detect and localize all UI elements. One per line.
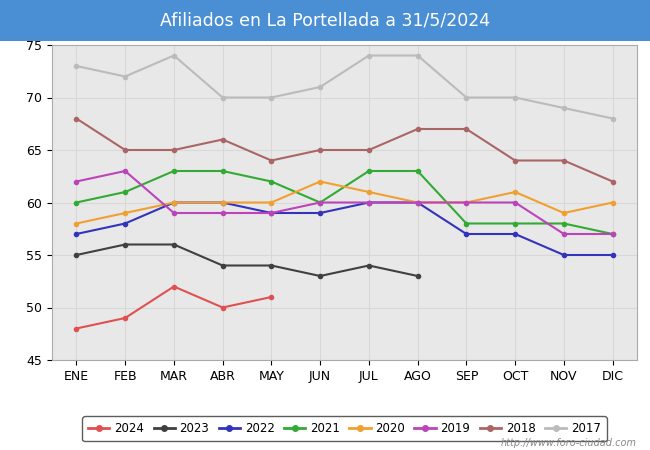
2020 (170, 200, 178, 205)
2020 (218, 200, 227, 205)
2018 (218, 137, 227, 142)
2019 (608, 231, 616, 237)
2017 (218, 95, 227, 100)
Line: 2017: 2017 (74, 54, 615, 121)
2018 (463, 126, 471, 132)
2020 (560, 210, 568, 216)
2023 (316, 273, 324, 279)
2021 (218, 168, 227, 174)
Line: 2023: 2023 (74, 243, 420, 278)
2021 (560, 221, 568, 226)
2017 (268, 95, 276, 100)
2023 (170, 242, 178, 247)
2019 (72, 179, 81, 184)
2021 (608, 231, 616, 237)
2022 (608, 252, 616, 258)
2018 (170, 147, 178, 153)
2022 (121, 221, 129, 226)
2022 (463, 231, 471, 237)
2017 (608, 116, 616, 121)
2024 (170, 284, 178, 289)
2021 (72, 200, 81, 205)
2018 (365, 147, 373, 153)
2022 (218, 200, 227, 205)
2018 (413, 126, 421, 132)
2017 (463, 95, 471, 100)
2017 (170, 53, 178, 58)
2018 (608, 179, 616, 184)
2022 (72, 231, 81, 237)
2021 (170, 168, 178, 174)
2020 (316, 179, 324, 184)
Text: Afiliados en La Portellada a 31/5/2024: Afiliados en La Portellada a 31/5/2024 (160, 11, 490, 29)
2021 (511, 221, 519, 226)
2020 (511, 189, 519, 195)
Line: 2024: 2024 (74, 284, 274, 331)
2017 (365, 53, 373, 58)
2018 (316, 147, 324, 153)
Line: 2019: 2019 (74, 169, 615, 236)
2019 (511, 200, 519, 205)
2019 (121, 168, 129, 174)
2023 (365, 263, 373, 268)
2022 (413, 200, 421, 205)
2021 (121, 189, 129, 195)
2024 (121, 315, 129, 321)
2019 (218, 210, 227, 216)
2017 (121, 74, 129, 79)
2019 (560, 231, 568, 237)
2017 (511, 95, 519, 100)
2017 (413, 53, 421, 58)
2019 (316, 200, 324, 205)
2020 (121, 210, 129, 216)
2017 (316, 84, 324, 90)
2021 (365, 168, 373, 174)
2021 (463, 221, 471, 226)
2022 (365, 200, 373, 205)
2020 (413, 200, 421, 205)
2019 (463, 200, 471, 205)
Legend: 2024, 2023, 2022, 2021, 2020, 2019, 2018, 2017: 2024, 2023, 2022, 2021, 2020, 2019, 2018… (83, 416, 606, 441)
2023 (121, 242, 129, 247)
2017 (560, 105, 568, 111)
2023 (268, 263, 276, 268)
Text: http://www.foro-ciudad.com: http://www.foro-ciudad.com (501, 438, 637, 448)
2021 (268, 179, 276, 184)
2024 (218, 305, 227, 310)
2020 (463, 200, 471, 205)
2017 (72, 63, 81, 69)
2022 (268, 210, 276, 216)
2022 (170, 200, 178, 205)
2018 (72, 116, 81, 121)
2019 (268, 210, 276, 216)
2023 (413, 273, 421, 279)
Line: 2022: 2022 (74, 200, 615, 257)
2018 (511, 158, 519, 163)
2020 (608, 200, 616, 205)
2023 (218, 263, 227, 268)
2022 (560, 252, 568, 258)
2021 (316, 200, 324, 205)
Line: 2021: 2021 (74, 169, 615, 236)
2018 (268, 158, 276, 163)
2018 (121, 147, 129, 153)
2024 (72, 326, 81, 331)
2019 (413, 200, 421, 205)
2020 (72, 221, 81, 226)
2020 (365, 189, 373, 195)
2023 (72, 252, 81, 258)
2021 (413, 168, 421, 174)
2018 (560, 158, 568, 163)
2022 (316, 210, 324, 216)
Line: 2018: 2018 (74, 117, 615, 184)
2022 (511, 231, 519, 237)
2024 (268, 294, 276, 300)
2019 (365, 200, 373, 205)
2019 (170, 210, 178, 216)
Line: 2020: 2020 (74, 180, 615, 225)
2020 (268, 200, 276, 205)
